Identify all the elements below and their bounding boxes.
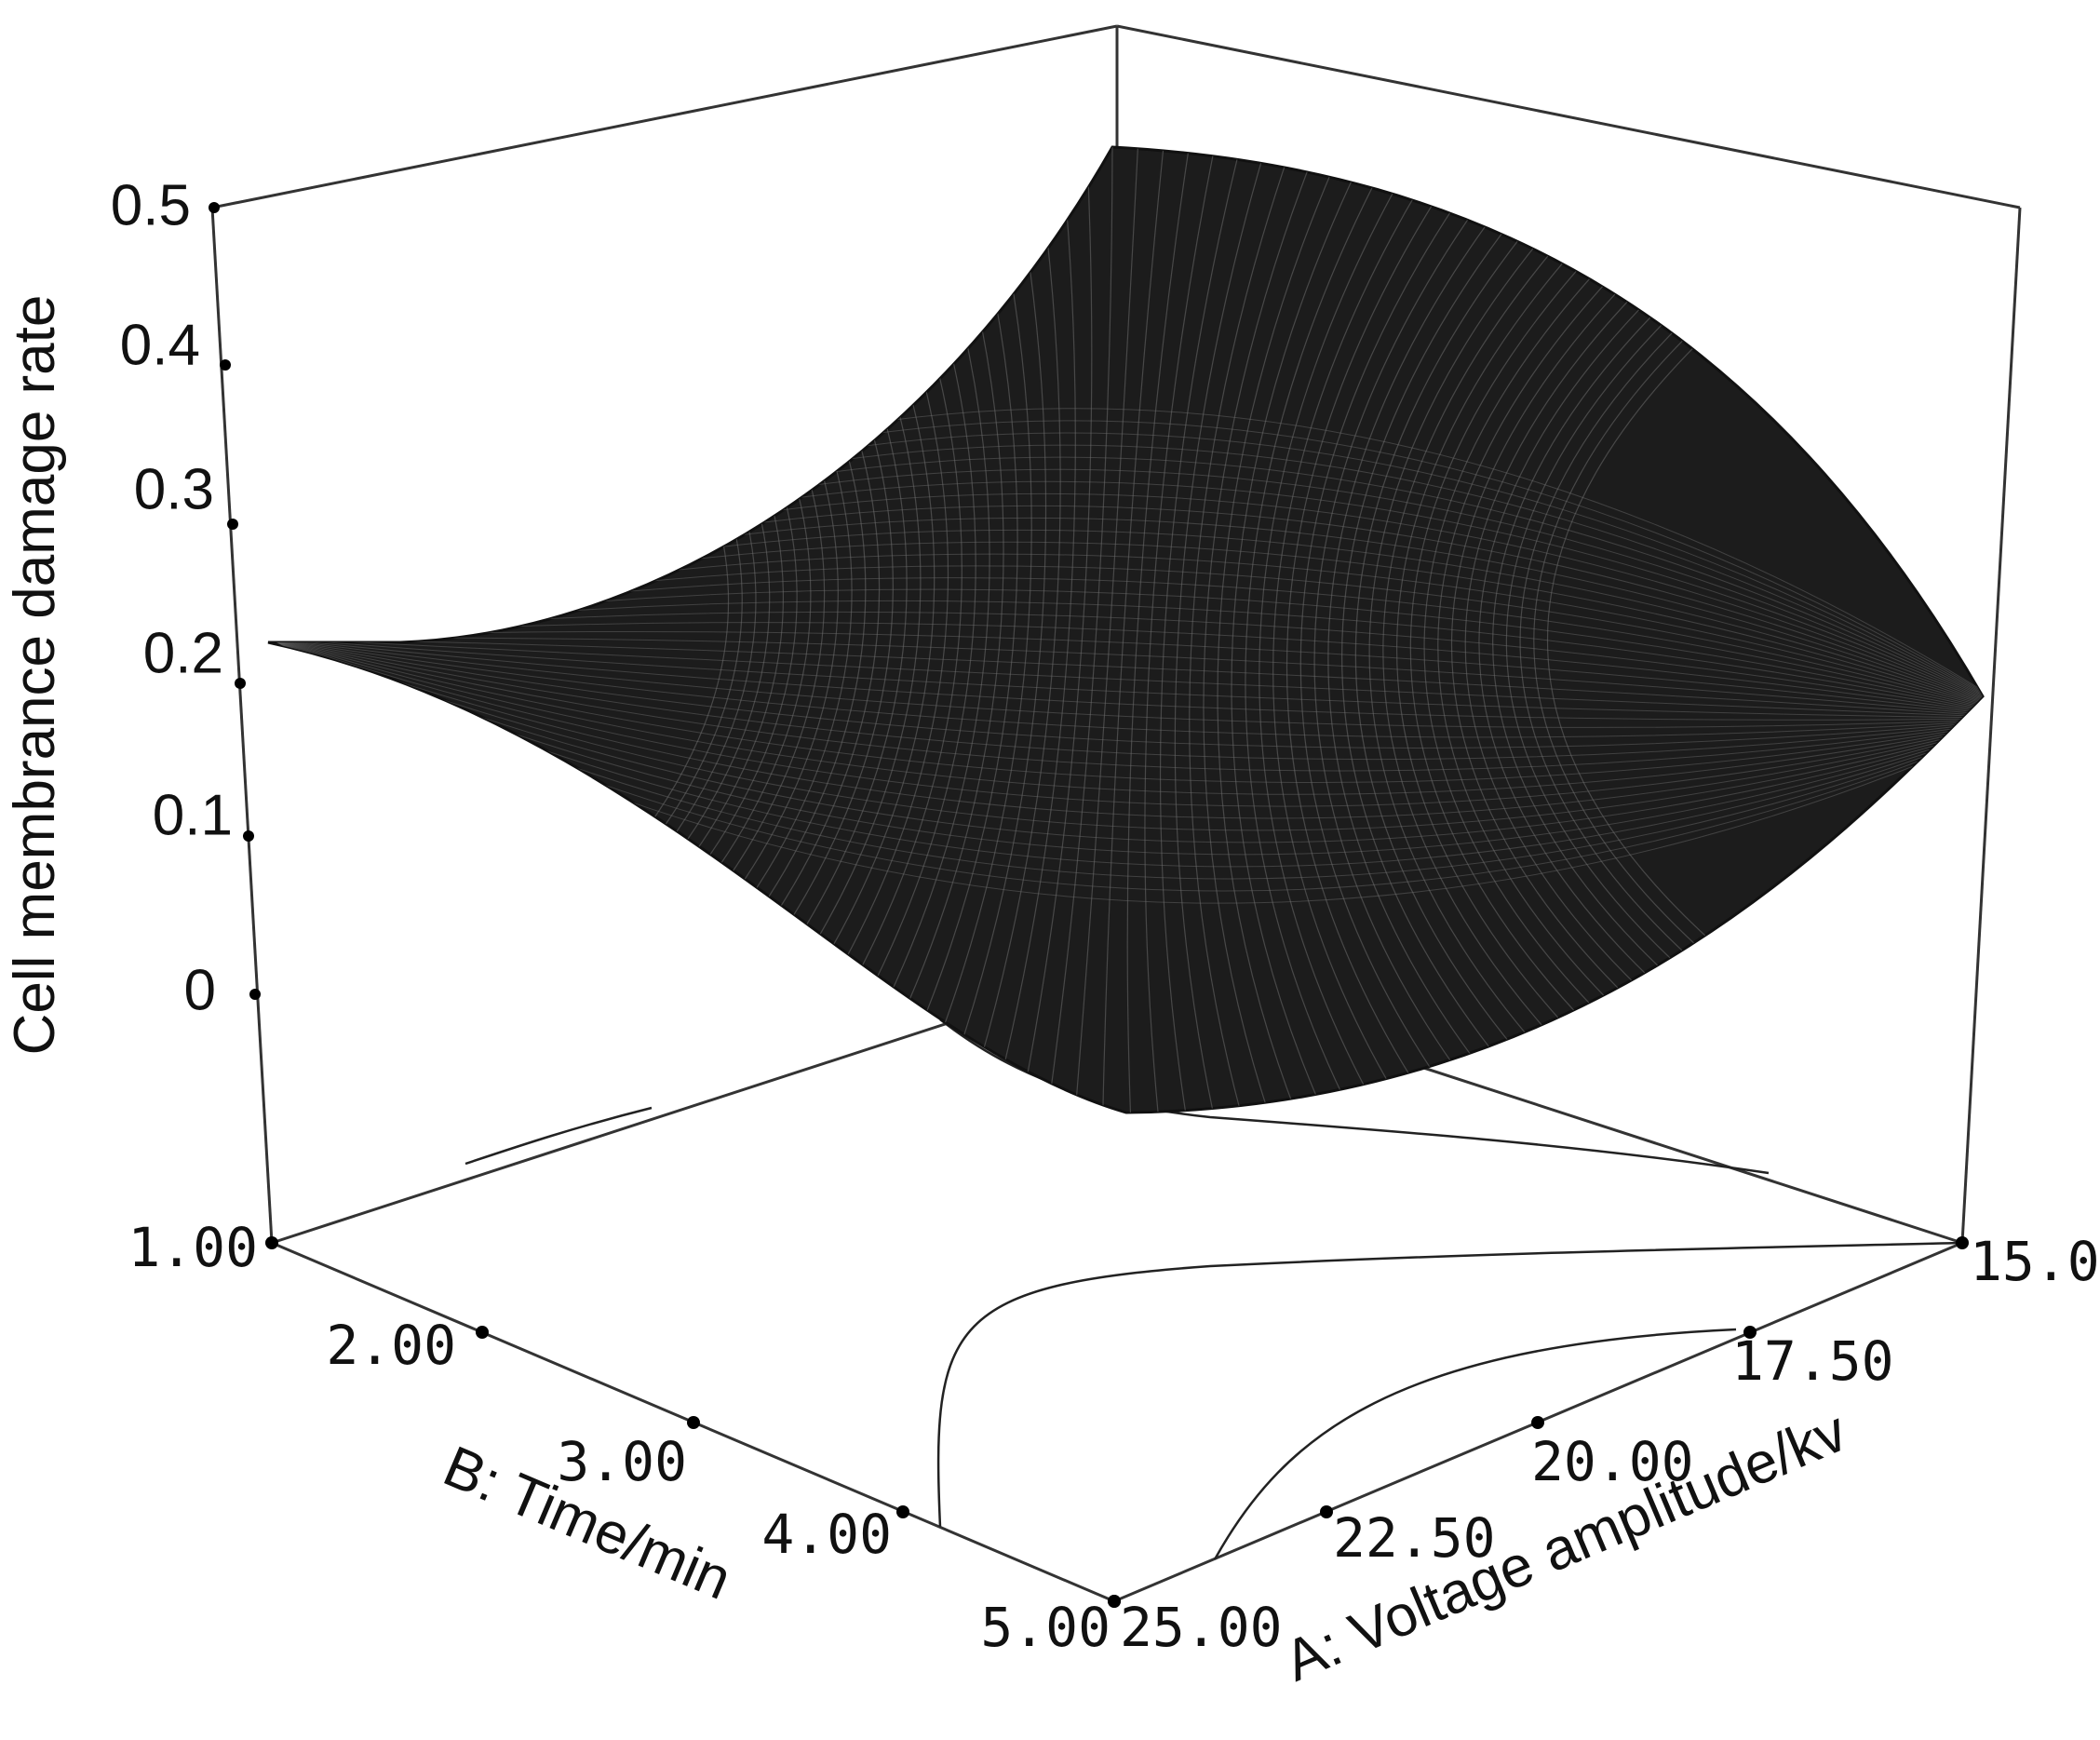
mesh-line — [1159, 147, 1245, 1113]
mesh-line — [268, 635, 1983, 749]
z-axis: 0 0.1 0.2 0.3 0.4 0.5 — [111, 173, 261, 1022]
mesh-line — [1327, 147, 1562, 1113]
b-tick-label-4: 4.00 — [761, 1503, 892, 1566]
z-tick-0.2 — [235, 678, 246, 689]
mesh-line — [1313, 147, 1535, 1113]
mesh-line — [1174, 147, 1272, 1113]
mesh-line — [268, 633, 1983, 843]
mesh-line — [268, 634, 1983, 807]
mesh-line — [268, 636, 1983, 738]
z-tick-label-0.1: 0.1 — [153, 783, 233, 847]
mesh-line — [1144, 147, 1218, 1113]
mesh-line — [1409, 147, 1720, 1113]
z-tick-0.3 — [227, 519, 238, 530]
mesh-line — [268, 633, 1983, 856]
mesh-line — [1259, 147, 1430, 1113]
mesh-line — [268, 634, 1983, 819]
b-tick-label-2: 2.00 — [326, 1314, 456, 1377]
a-tick-15 — [1956, 1236, 1969, 1249]
mesh-line — [1423, 147, 1746, 1113]
a-tick-25 — [1108, 1595, 1121, 1608]
mesh-line — [268, 636, 1983, 719]
mesh-line — [1217, 147, 1351, 1113]
frame-left-vertical — [210, 207, 274, 1244]
a-tick-17.5 — [1743, 1326, 1757, 1339]
surface-fill — [267, 145, 1985, 1114]
z-tick-label-0.2: 0.2 — [143, 621, 223, 685]
response-surface — [267, 145, 1985, 1114]
b-tick-2 — [476, 1326, 489, 1339]
b-axis: 1.00 2.00 3.00 4.00 5.00 — [128, 1216, 1121, 1659]
floor-contour-2 — [1213, 1328, 1737, 1560]
z-tick-0.1 — [243, 830, 254, 842]
b-tick-3 — [687, 1416, 700, 1429]
z-tick-label-0: 0 — [184, 958, 216, 1022]
frame-right-vertical — [1960, 207, 2022, 1244]
mesh-line — [1126, 147, 1192, 1113]
a-axis: 25.00 22.50 20.00 17.50 15.00 — [1108, 1230, 2100, 1659]
mesh-line — [268, 635, 1983, 772]
mesh-line — [1016, 147, 1093, 1113]
z-tick-0.5 — [209, 202, 220, 213]
mesh-line — [1368, 147, 1641, 1113]
mesh-line — [268, 637, 1983, 718]
frame-back-left-top — [211, 24, 1118, 209]
b-tick-label-5: 5.00 — [980, 1596, 1111, 1659]
mesh-line — [931, 147, 1047, 1113]
a-tick-label-15: 15.00 — [1970, 1230, 2100, 1293]
a-tick-label-22.5: 22.50 — [1333, 1506, 1496, 1570]
back-contour-2 — [464, 1106, 653, 1166]
mesh-line — [268, 635, 1983, 784]
mesh-line — [1073, 147, 1139, 1113]
z-tick-label-0.3: 0.3 — [134, 457, 214, 521]
b-tick-label-1: 1.00 — [128, 1216, 258, 1279]
mesh-line — [1286, 147, 1483, 1113]
floor-contours — [464, 1018, 1963, 1560]
mesh-line — [268, 636, 1983, 721]
floor-contour-1 — [936, 1241, 1963, 1528]
mesh-line — [1044, 147, 1113, 1113]
mesh-line — [1203, 147, 1325, 1113]
b-tick-label-3: 3.00 — [557, 1430, 687, 1493]
mesh-line — [1354, 147, 1614, 1113]
mesh-line — [268, 634, 1983, 795]
a-tick-label-25: 25.00 — [1120, 1596, 1283, 1659]
mesh-line — [268, 630, 1983, 715]
mesh-line — [1189, 147, 1298, 1113]
a-tick-label-17.5: 17.50 — [1731, 1329, 1894, 1393]
frame-back-right-top — [1116, 24, 2021, 209]
z-axis-title: Cell membrance damage rate — [3, 295, 67, 1056]
mesh-line — [1231, 147, 1377, 1113]
mesh-line — [268, 637, 1983, 717]
mesh-line — [1382, 147, 1667, 1113]
mesh-line — [268, 634, 1983, 831]
mesh-line — [960, 147, 1061, 1113]
b-tick-1 — [265, 1236, 278, 1249]
a-tick-20 — [1531, 1416, 1544, 1429]
a-tick-22.5 — [1320, 1505, 1333, 1518]
back-contour-1 — [939, 1018, 1770, 1175]
mesh-line — [1299, 147, 1509, 1113]
mesh-line — [268, 637, 1983, 716]
mesh-line — [268, 635, 1983, 761]
mesh-line — [1245, 147, 1404, 1113]
z-tick-0 — [249, 989, 261, 1000]
z-tick-0.4 — [220, 359, 231, 371]
mesh-line — [1272, 147, 1456, 1113]
mesh-line — [1396, 147, 1693, 1113]
z-tick-label-0.5: 0.5 — [111, 173, 191, 237]
a-tick-label-20: 20.00 — [1531, 1430, 1694, 1493]
mesh-line — [1101, 147, 1166, 1113]
z-tick-label-0.4: 0.4 — [120, 313, 200, 377]
mesh-line — [268, 636, 1983, 728]
b-tick-4 — [896, 1505, 909, 1518]
mesh-line — [988, 147, 1076, 1113]
mesh-line — [1341, 147, 1588, 1113]
